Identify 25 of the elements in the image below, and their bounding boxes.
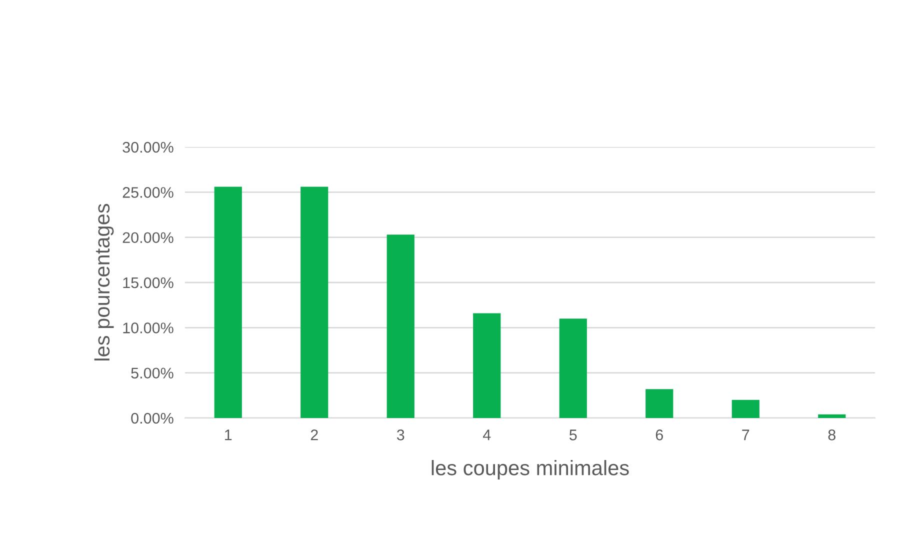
x-tick-label: 7 — [742, 430, 750, 440]
y-tick-label: 5.00% — [131, 368, 174, 379]
y-tick-label: 0.00% — [131, 412, 174, 424]
x-tick-label: 5 — [569, 430, 577, 440]
bar — [214, 186, 242, 418]
x-tick-label: 1 — [225, 430, 232, 440]
bar — [300, 186, 328, 418]
y-tick-label: 10.00% — [123, 322, 174, 334]
y-tick-label: 15.00% — [123, 277, 174, 288]
y-tick-label: 30.00% — [122, 142, 174, 153]
x-tick-label: 4 — [482, 430, 491, 440]
x-tick-label: 8 — [828, 430, 836, 440]
bar — [386, 234, 414, 418]
bar — [559, 318, 587, 418]
x-tick-label: 6 — [656, 430, 663, 440]
x-tick-label: 2 — [310, 430, 318, 440]
y-tick-label: 25.00% — [122, 187, 174, 198]
bar — [818, 414, 846, 418]
x-tick-label: 3 — [396, 430, 404, 440]
bar — [473, 313, 501, 418]
bar — [646, 389, 674, 418]
x-axis-title: les coupes minimales — [432, 460, 629, 480]
y-axis-title: les pourcentages — [94, 204, 114, 360]
y-tick-label: 20.00% — [122, 232, 174, 244]
bar — [732, 400, 760, 418]
